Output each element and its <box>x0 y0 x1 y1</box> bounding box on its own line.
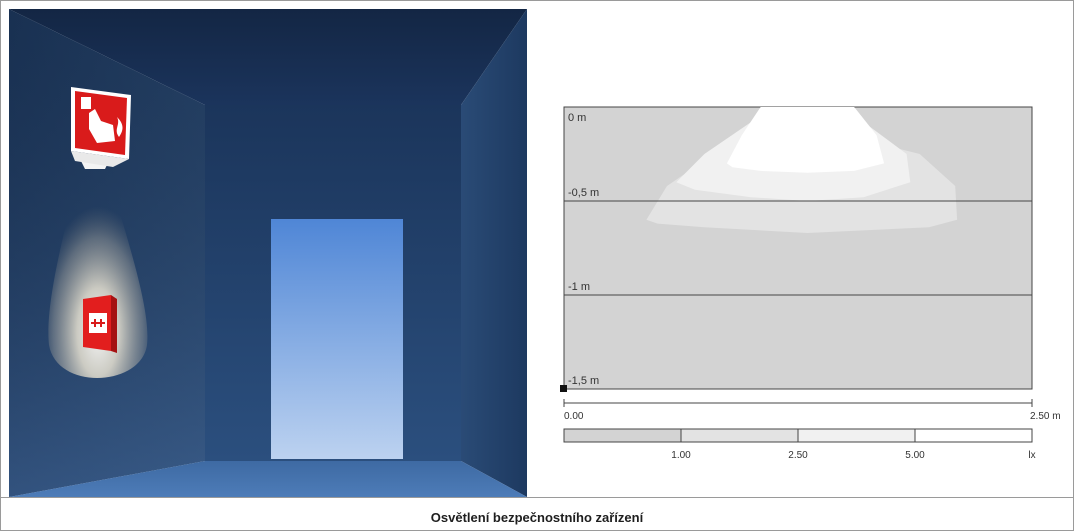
caption-bar: Osvětlení bezpečnostního zařízení <box>1 497 1073 531</box>
origin-marker <box>560 385 567 392</box>
depth-label: 0 m <box>568 112 586 124</box>
depth-label: -1,5 m <box>568 375 599 387</box>
legend-swatch <box>798 429 915 442</box>
lux-legend: 1.00 2.50 5.00 lx <box>564 429 1036 461</box>
legend-swatch <box>681 429 798 442</box>
doorway <box>271 219 403 459</box>
fire-alarm-call-point-sign-icon <box>71 87 131 167</box>
legend-unit: lx <box>1028 450 1035 461</box>
legend-label: 1.00 <box>671 450 691 461</box>
legend-label: 2.50 <box>788 450 808 461</box>
depth-label: -0,5 m <box>568 187 599 199</box>
legend-label: 5.00 <box>905 450 925 461</box>
legend-swatch <box>915 429 1032 442</box>
legend-swatch <box>564 429 681 442</box>
x-scale-label-end: 2.50 m <box>1030 411 1061 422</box>
depth-label: -1 m <box>568 281 590 293</box>
figure-caption: Osvětlení bezpečnostního zařízení <box>1 510 1073 525</box>
corridor-illustration <box>9 9 527 497</box>
x-scale-label-start: 0.00 <box>564 411 584 422</box>
manual-call-point-icon <box>83 295 117 353</box>
isolux-diagram: 0 m -0,5 m -1 m -1,5 m 0.00 2.50 m 1.00 … <box>528 9 1066 497</box>
x-scale-bar: 0.00 2.50 m <box>564 399 1061 422</box>
